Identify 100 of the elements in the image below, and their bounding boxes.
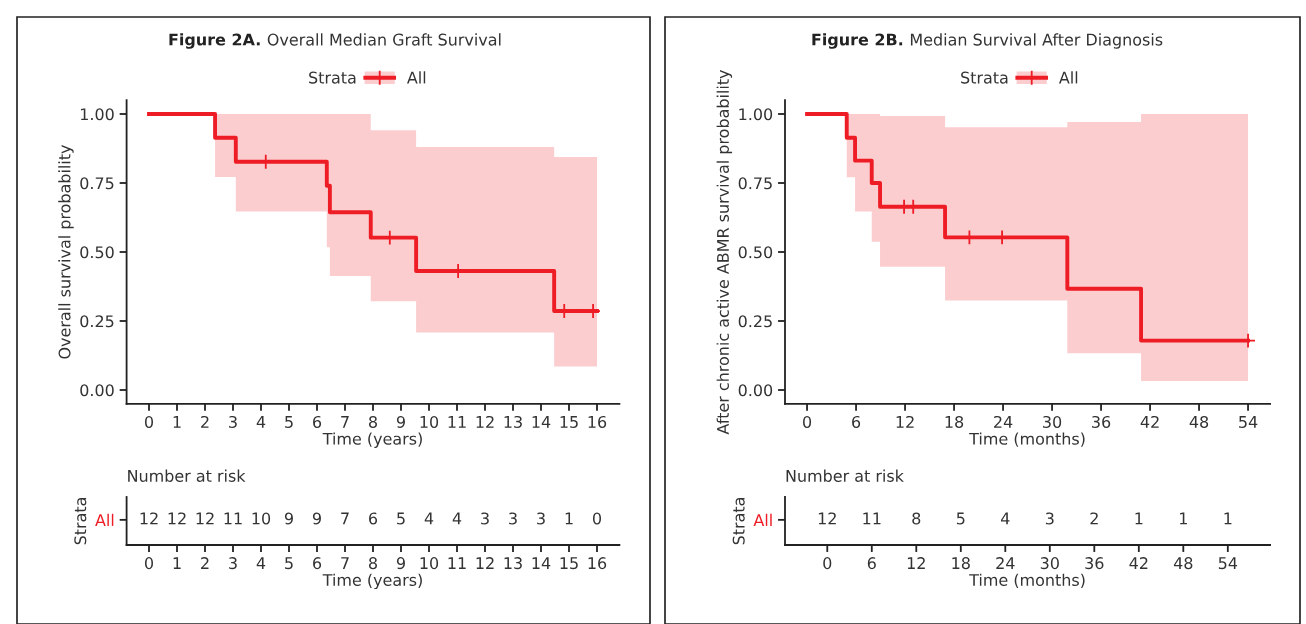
x-tick-label: 7 — [341, 557, 349, 569]
legend-label: All — [406, 71, 426, 84]
x-tick-label: 5 — [285, 416, 293, 428]
x-tick-label: 15 — [560, 557, 578, 570]
data-label: 12 — [818, 512, 836, 525]
data-label: 9 — [312, 512, 321, 525]
legend-title: Strata — [309, 71, 356, 84]
chart-title: Number at risk — [128, 469, 246, 482]
y-tick-label: 1.00 — [80, 108, 114, 121]
x-tick-label: 6 — [313, 415, 322, 428]
x-tick-label: 13 — [504, 557, 522, 570]
x-tick-label: 54 — [1239, 416, 1258, 428]
legend-label: All — [1058, 71, 1078, 84]
x-tick-label: 8 — [369, 415, 377, 428]
data-label: 4 — [1001, 512, 1010, 525]
x-tick-label: 42 — [1140, 415, 1159, 428]
data-label: 11 — [863, 512, 881, 525]
x-axis-title: Time (years) — [322, 432, 422, 448]
data-label: 1 — [1179, 512, 1187, 525]
chart-title: Figure 2B. Median Survival After Diagnosis — [812, 33, 1163, 49]
data-label: 12 — [196, 512, 214, 525]
data-label: 11 — [224, 512, 242, 525]
data-label: 5 — [956, 512, 965, 525]
x-tick-label: 6 — [313, 557, 322, 570]
x-tick-label: 12 — [896, 415, 914, 428]
x-tick-label: 48 — [1189, 415, 1209, 428]
x-tick-label: 4 — [256, 557, 266, 569]
x-tick-label: 15 — [560, 416, 578, 428]
x-tick-label: 42 — [1129, 557, 1148, 569]
data-label: 3 — [509, 512, 517, 525]
x-tick-label: 7 — [341, 416, 349, 428]
y-tick-label: 0.75 — [80, 177, 114, 190]
x-tick-label: 1 — [173, 416, 181, 428]
x-axis-title: Time (years) — [322, 573, 422, 590]
x-tick-label: 10 — [420, 415, 439, 428]
x-tick-label: 11 — [448, 416, 466, 428]
x-tick-label: 36 — [1092, 415, 1111, 428]
data-label: 1 — [565, 512, 573, 525]
x-axis-title: Time (months) — [969, 432, 1085, 447]
x-tick-label: 54 — [1218, 557, 1238, 570]
y-tick-label: 0.00 — [738, 384, 773, 397]
y-axis-title: Strata — [732, 498, 745, 545]
y-tick-label: 0.50 — [738, 246, 773, 259]
x-tick-label: 1 — [173, 557, 181, 569]
legend-title: Strata — [961, 71, 1008, 84]
data-label: 5 — [397, 512, 405, 525]
data-label: 3 — [1045, 512, 1054, 525]
x-tick-label: 0 — [144, 415, 154, 428]
x-tick-label: 9 — [396, 415, 405, 428]
y-tick-label: 1.00 — [739, 108, 773, 121]
y-tick-label: All — [753, 513, 772, 526]
x-tick-label: 5 — [285, 557, 293, 570]
x-tick-label: 14 — [532, 416, 551, 428]
data-label: 4 — [452, 512, 462, 525]
x-tick-label: 3 — [229, 415, 237, 428]
y-tick-label: 0.00 — [80, 384, 114, 397]
y-tick-label: 0.75 — [738, 177, 772, 190]
chart-title: Number at risk — [786, 469, 904, 482]
data-label: 12 — [168, 512, 186, 525]
data-label: 10 — [252, 512, 271, 525]
x-axis-title: Time (months) — [969, 573, 1085, 588]
x-tick-label: 2 — [201, 415, 209, 428]
x-tick-label: 12 — [476, 557, 494, 569]
data-label: 6 — [369, 512, 378, 525]
data-label: 12 — [140, 512, 158, 525]
data-label: 2 — [1090, 512, 1098, 525]
x-tick-label: 11 — [448, 557, 466, 569]
x-tick-label: 30 — [1040, 557, 1059, 570]
x-tick-label: 12 — [907, 557, 925, 569]
y-axis-title: Strata — [74, 498, 87, 545]
chart-title: Figure 2A. Overall Median Graft Survival — [169, 33, 501, 49]
x-tick-label: 2 — [201, 557, 209, 569]
x-tick-label: 8 — [369, 557, 377, 570]
x-tick-label: 0 — [803, 415, 812, 428]
y-axis-title: After chronic active ABMR survival probability — [716, 69, 733, 435]
x-tick-label: 24 — [994, 415, 1013, 428]
x-tick-label: 9 — [396, 557, 405, 570]
data-label: 8 — [912, 512, 921, 525]
y-tick-label: 0.50 — [80, 246, 114, 259]
y-axis-title: Overall survival probability — [58, 144, 74, 359]
data-label: 7 — [341, 512, 349, 525]
data-label: 1 — [1224, 512, 1232, 525]
x-tick-label: 0 — [823, 557, 832, 570]
x-tick-label: 6 — [852, 415, 861, 428]
x-tick-label: 13 — [504, 415, 522, 428]
data-label: 3 — [481, 512, 489, 525]
x-tick-label: 4 — [256, 416, 266, 428]
x-tick-label: 18 — [952, 557, 970, 570]
x-tick-label: 24 — [996, 557, 1015, 569]
data-label: 4 — [424, 512, 434, 525]
x-tick-label: 36 — [1085, 557, 1104, 570]
x-tick-label: 18 — [945, 415, 964, 428]
x-tick-label: 0 — [144, 557, 154, 570]
y-tick-label: All — [95, 513, 114, 526]
data-label: 3 — [537, 512, 545, 525]
x-tick-label: 12 — [476, 415, 494, 428]
x-tick-label: 16 — [588, 557, 607, 570]
x-tick-label: 30 — [1043, 415, 1062, 428]
y-tick-label: 0.25 — [738, 315, 772, 328]
x-tick-label: 3 — [229, 557, 237, 570]
